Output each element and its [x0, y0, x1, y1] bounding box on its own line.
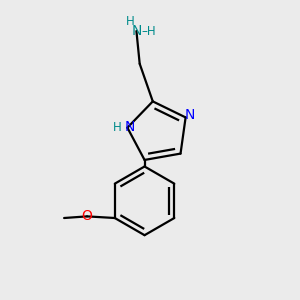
Text: H: H — [126, 15, 135, 28]
Text: O: O — [82, 209, 92, 224]
Text: –H: –H — [142, 25, 156, 38]
Text: N: N — [125, 120, 135, 134]
Text: N: N — [131, 24, 142, 38]
Text: H: H — [112, 121, 121, 134]
Text: N: N — [184, 109, 195, 122]
